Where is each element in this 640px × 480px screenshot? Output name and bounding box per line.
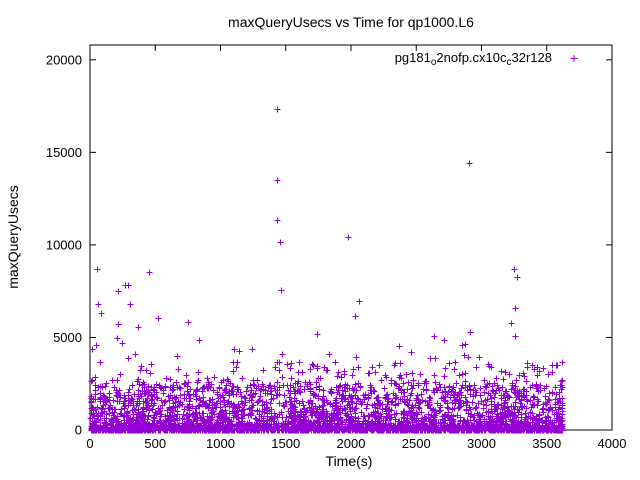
x-tick-label: 500 [144, 436, 166, 451]
legend-part-3-subscript: c [507, 57, 512, 68]
axis-ticks: 0 500 1000 1500 2000 2500 3000 3500 4000 0 5000 100… [46, 45, 627, 451]
x-tick-label: 1500 [271, 436, 300, 451]
scatter-points [87, 106, 566, 434]
x-tick-label: 3000 [467, 436, 496, 451]
y-tick-label: 20000 [46, 52, 82, 67]
legend-part-2: 2nofp.cx10c [436, 50, 507, 65]
x-tick-label: 2500 [402, 436, 431, 451]
x-axis-label: Time(s) [326, 453, 373, 469]
y-tick-label: 5000 [53, 330, 82, 345]
legend-part-0: pg181 [395, 50, 431, 65]
x-tick-label: 1000 [206, 436, 235, 451]
legend: pg181o2nofp.cx10cc32r128 [395, 50, 578, 68]
x-tick-label: 2000 [337, 436, 366, 451]
y-tick-label: 15000 [46, 145, 82, 160]
y-tick-label: 0 [75, 423, 82, 438]
legend-series-label: pg181o2nofp.cx10cc32r128 [395, 50, 552, 68]
legend-part-1-subscript: o [431, 57, 437, 68]
y-tick-label: 10000 [46, 237, 82, 252]
legend-marker-plus-icon [570, 55, 578, 62]
x-tick-label: 0 [86, 436, 93, 451]
x-tick-label: 4000 [598, 436, 627, 451]
y-axis-label: maxQueryUsecs [5, 185, 21, 288]
x-tick-label: 3500 [532, 436, 561, 451]
chart-title: maxQueryUsecs vs Time for qp1000.L6 [228, 14, 474, 30]
legend-part-4: 32r128 [512, 50, 552, 65]
